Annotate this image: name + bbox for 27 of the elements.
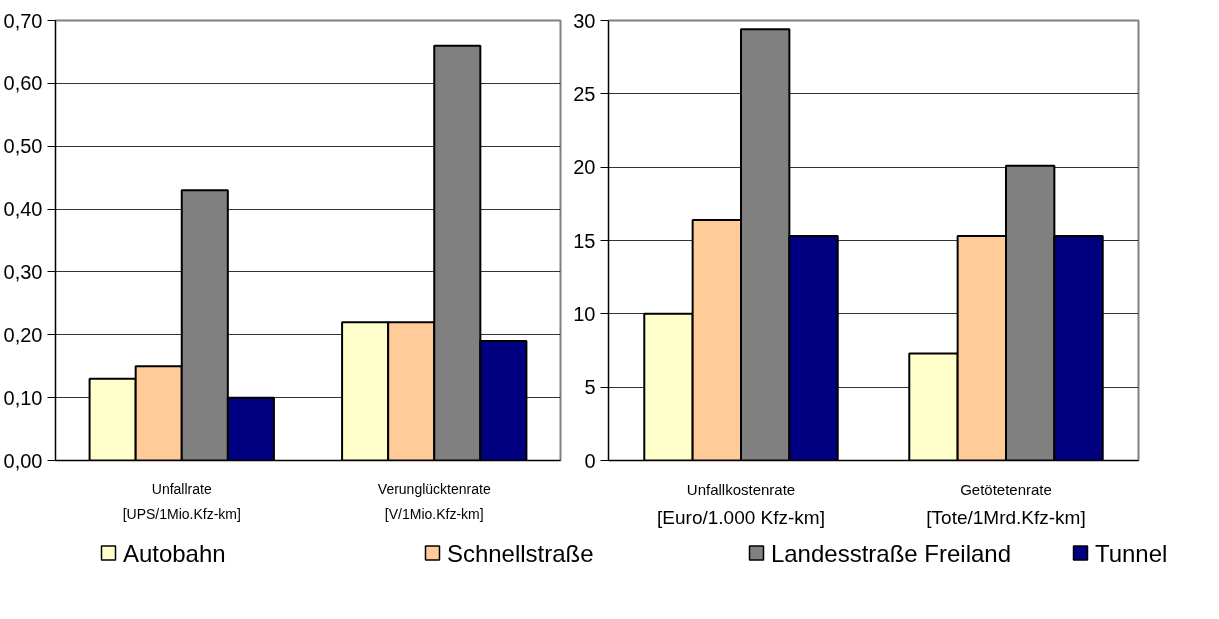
legend-label: Schnellstraße bbox=[446, 539, 594, 567]
y-tick-label: 30 bbox=[573, 9, 596, 32]
y-tick-label: 0 bbox=[584, 449, 596, 472]
y-tick-label: 20 bbox=[573, 156, 596, 179]
x-tick-label: Verunglücktenrate bbox=[377, 480, 491, 497]
x-tick-label: Unfallkostenrate bbox=[686, 480, 796, 498]
y-tick-label: 0,50 bbox=[3, 135, 43, 158]
y-tick-label: 0,60 bbox=[3, 72, 43, 95]
y-tick-label: 0,40 bbox=[3, 198, 43, 221]
text: [Euro/1.000 Kfz-km] bbox=[657, 506, 825, 528]
y-tick-label: 0,30 bbox=[3, 260, 43, 283]
legend-label: Tunnel bbox=[1094, 539, 1168, 567]
text: [V/1Mio.Kfz-km] bbox=[384, 505, 484, 522]
x-tick-label: Unfallrate bbox=[151, 480, 212, 497]
y-tick-label: 5 bbox=[584, 376, 596, 399]
y-tick-label: 0,20 bbox=[3, 323, 43, 346]
y-tick-label: 0,70 bbox=[3, 9, 43, 32]
y-tick-label: 0,00 bbox=[3, 449, 43, 472]
y-tick-label: 10 bbox=[573, 302, 596, 325]
legend-label: Landesstraße Freiland bbox=[770, 539, 1012, 567]
x-tick-label: Getötetenrate bbox=[960, 480, 1052, 498]
text: [UPS/1Mio.Kfz-km] bbox=[122, 505, 241, 522]
legend-label: Autobahn bbox=[122, 539, 226, 567]
y-tick-label: 15 bbox=[573, 229, 596, 252]
y-tick-label: 25 bbox=[573, 82, 596, 105]
text: [Tote/1Mrd.Kfz-km] bbox=[926, 506, 1086, 528]
y-tick-label: 0,10 bbox=[3, 386, 43, 409]
